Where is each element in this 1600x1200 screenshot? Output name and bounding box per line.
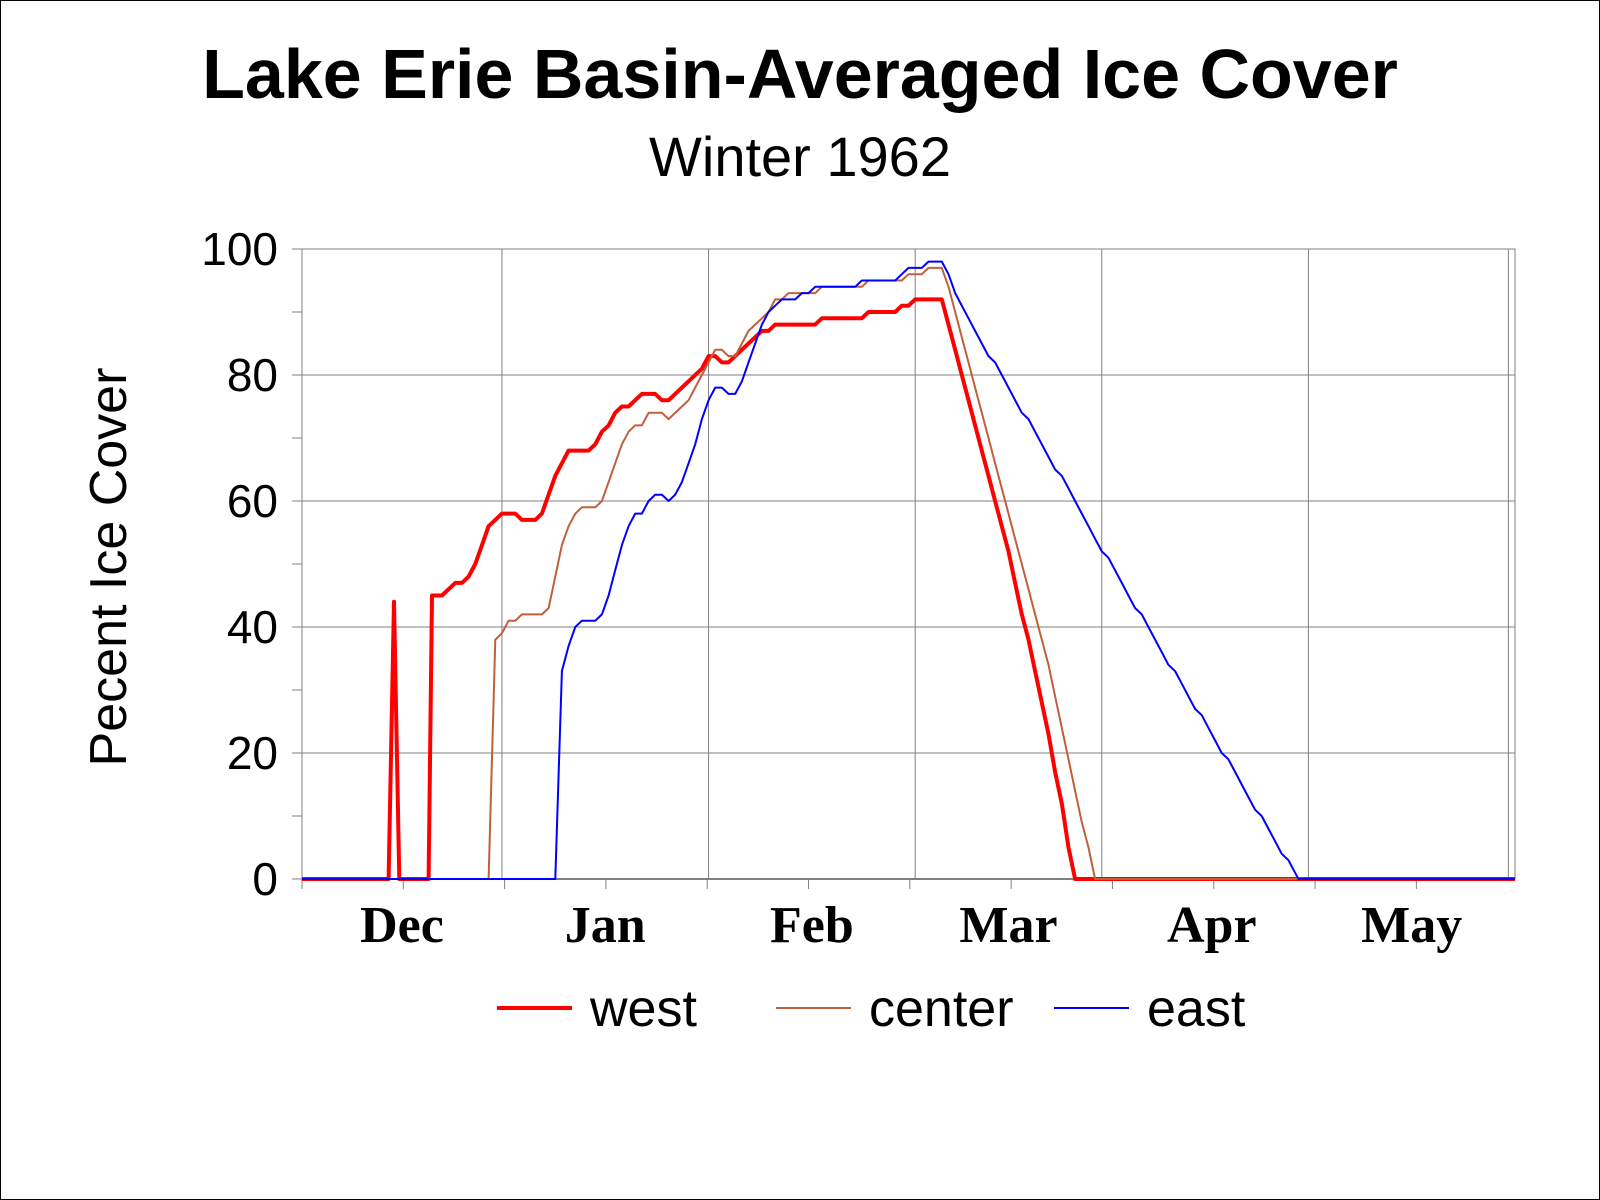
x-tick-label: Feb xyxy=(770,897,854,954)
legend-label-east: east xyxy=(1147,980,1246,1038)
y-axis-label: Pecent Ice Cover xyxy=(80,368,138,767)
chart-subtitle: Winter 1962 xyxy=(649,125,951,188)
series-lines xyxy=(302,260,1515,881)
series-line-center xyxy=(302,266,1515,880)
chart-title: Lake Erie Basin-Averaged Ice Cover xyxy=(202,35,1398,113)
axes xyxy=(292,248,1515,889)
y-tick-label: 60 xyxy=(227,475,278,527)
x-tick-label: Dec xyxy=(360,897,444,954)
legend-label-center: center xyxy=(869,980,1014,1038)
grid-lines xyxy=(301,248,1516,880)
y-tick-label: 80 xyxy=(227,349,278,401)
x-tick-label: Jan xyxy=(565,897,646,954)
y-tick-label: 0 xyxy=(252,853,278,905)
y-tick-label: 20 xyxy=(227,727,278,779)
legend: west center east xyxy=(497,980,1246,1038)
axis-labels: 0 20 40 60 80 100 Dec Jan Feb Mar Apr May Pecent Ice… xyxy=(80,223,1462,954)
y-tick-label: 100 xyxy=(201,223,278,275)
plot-area xyxy=(301,248,1516,880)
x-tick-label: May xyxy=(1361,897,1462,954)
series-line-west xyxy=(302,297,1515,881)
legend-label-west: west xyxy=(589,980,697,1038)
x-tick-label: Apr xyxy=(1167,897,1257,954)
series-line-east xyxy=(302,260,1515,880)
x-tick-label: Mar xyxy=(959,897,1057,954)
y-tick-label: 40 xyxy=(227,601,278,653)
